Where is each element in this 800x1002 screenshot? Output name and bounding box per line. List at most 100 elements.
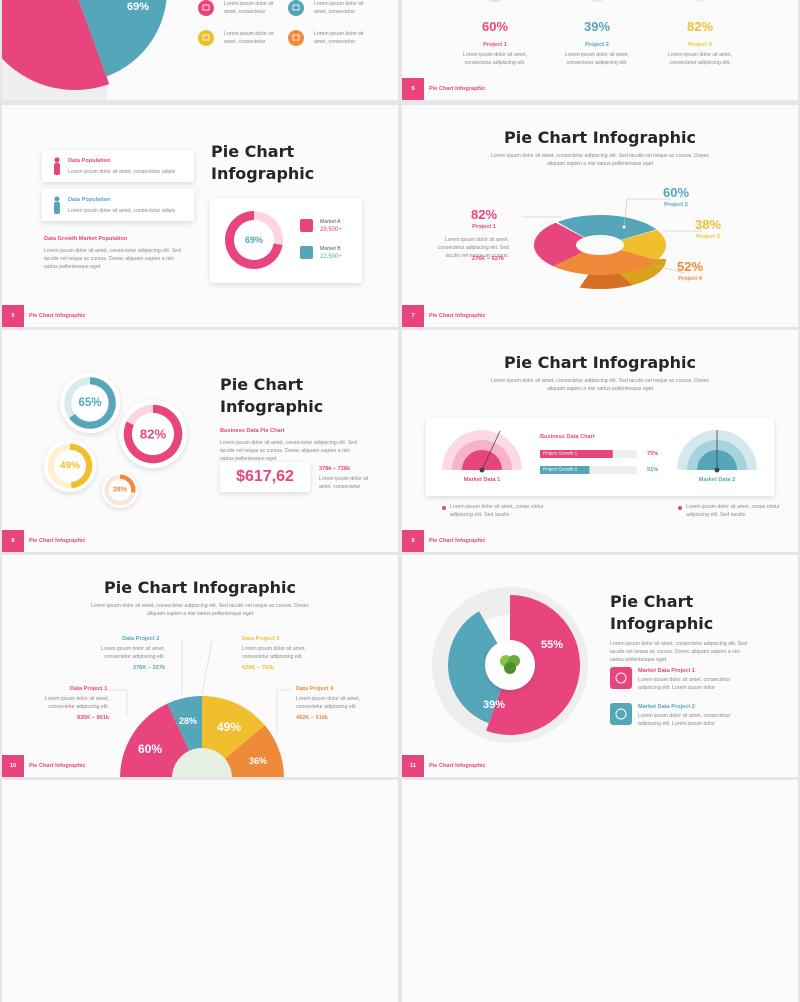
project-name: Project 2 xyxy=(585,42,609,48)
needle-hub xyxy=(714,467,720,473)
slide: Pie Chart Infographic Lorem ipsum dolor s… xyxy=(2,555,398,777)
subtitle: Data Growth Market Population xyxy=(44,236,128,242)
project-text: Lorem ipsum dolor sit amet, consectetur … xyxy=(564,52,629,66)
slide-number: 8 xyxy=(11,538,15,544)
note: Lorem ipsum dolor sit amet, conse ctetur… xyxy=(686,504,780,518)
icon xyxy=(300,246,313,259)
segment xyxy=(70,443,93,489)
percent: 60% xyxy=(662,185,690,200)
slide-number: 6 xyxy=(11,313,15,319)
project-name: Data Project 2 xyxy=(122,636,160,642)
percent: 82% xyxy=(470,207,498,222)
title: Pie Chart Infographic xyxy=(104,578,296,597)
dot xyxy=(678,506,682,510)
item-text: Lorem ipsum dolor sit amet, consectetur xyxy=(224,31,274,45)
item-text: Lorem ipsum dolor sit amet, consectetur … xyxy=(638,677,731,691)
page-badge xyxy=(402,755,424,777)
title: Pie Chart Infographic xyxy=(610,592,714,634)
project-text: Lorem ipsum dolor sit amet, consectetur … xyxy=(462,52,527,66)
page-badge xyxy=(2,530,24,552)
percent: 60% xyxy=(481,19,509,34)
project-text: Lorem ipsum dolor sit amet, consectetur … xyxy=(667,52,732,66)
segment xyxy=(534,222,584,267)
icon xyxy=(288,0,304,16)
paragraph: Lorem ipsum dolor sit amet, consectetur … xyxy=(44,248,181,270)
pie-label: 39% xyxy=(482,699,506,711)
person-body xyxy=(54,202,60,214)
range: 629K – 792k xyxy=(242,665,275,671)
icon xyxy=(610,703,632,725)
footer-text: Pie Chart Infographic xyxy=(429,313,486,319)
person-head xyxy=(54,157,60,163)
segment xyxy=(2,0,110,90)
pie-label: 60% xyxy=(137,742,163,756)
heading: Business Data Pie Chart xyxy=(220,428,285,434)
slide-graphics xyxy=(2,639,292,777)
slide-number: 10 xyxy=(9,763,17,769)
paragraph: Lorem ipsum dolor sit amet, consectetur … xyxy=(610,641,747,663)
slide xyxy=(402,780,798,1002)
title: Pie Chart Infographic xyxy=(220,375,324,417)
slide: Pie Chart Infographic Lorem ipsum dolor s… xyxy=(402,330,798,552)
percent: 39% xyxy=(583,19,611,34)
logo xyxy=(504,662,516,674)
icon-glyph xyxy=(202,34,210,41)
segment xyxy=(553,250,658,275)
icon xyxy=(288,30,304,46)
item-text: Lorem ipsum dolor sit amet, consectetur xyxy=(224,1,274,15)
pie-label: 55% xyxy=(540,639,564,651)
footer-text: Pie Chart Infographic xyxy=(429,86,486,92)
percent: 52% xyxy=(676,259,704,274)
dot xyxy=(622,225,626,229)
needle xyxy=(481,430,501,471)
slide-number: 11 xyxy=(410,763,416,769)
project-name: Project 1 xyxy=(483,42,507,48)
range: 276K – 327k xyxy=(132,665,165,671)
note: Lorem ipsum dolor sit amet, consectetur xyxy=(319,476,369,490)
title: Pie Chart Infographic xyxy=(211,142,315,184)
slide-graphics xyxy=(2,780,398,1002)
project-text: Lorem ipsum dolor sit amet, consectetur … xyxy=(44,696,109,710)
range: 378k – 728k xyxy=(319,466,351,472)
market-name: Market A xyxy=(320,219,341,225)
segment xyxy=(224,211,283,269)
market-name: Market B xyxy=(320,246,341,252)
slide-number: 5 xyxy=(411,86,415,92)
pie-label: 69% xyxy=(126,1,150,13)
segment xyxy=(620,230,666,260)
slide: 55% 39% Pie Chart Infographic Lorem ipsum d… xyxy=(402,555,798,777)
slide: 69% Lorem ipsum dolor sit amet, consectet… xyxy=(2,0,398,100)
dot xyxy=(442,506,446,510)
card-text: Lorem ipsum dolor sit amet, consectetur … xyxy=(68,208,176,214)
icon-glyph xyxy=(615,708,627,720)
pie-label: 28% xyxy=(178,716,198,726)
page-badge xyxy=(402,530,424,552)
slide-number: 9 xyxy=(411,538,415,544)
market-value: 29,500+ xyxy=(320,227,342,233)
footer-text: Pie Chart Infographic xyxy=(429,763,486,769)
footer-text: Pie Chart Infographic xyxy=(29,763,86,769)
bar-value: 75% xyxy=(647,451,659,457)
donut-label: 69% xyxy=(244,235,264,245)
person-head xyxy=(54,196,60,202)
range: 835K – 901k xyxy=(76,715,109,721)
project-name: Project 3 xyxy=(696,234,720,240)
range: 276K – 627k xyxy=(472,256,505,262)
leader xyxy=(97,639,292,735)
project-text: Lorem ipsum dolor sit amet, consectetur … xyxy=(100,646,165,660)
slide-graphics xyxy=(402,198,702,327)
needle-hub xyxy=(479,467,485,473)
circle-label: 28% xyxy=(113,486,127,494)
slide: 65% 82% 49% 28% Pie Chart Infographic Busines… xyxy=(2,330,398,552)
slide: Data Population Lorem ipsum dolor sit ame… xyxy=(2,105,398,327)
slide-graphics xyxy=(402,587,632,777)
circle xyxy=(693,0,707,2)
project-text: Lorem ipsum dolor sit amet, consectetur … xyxy=(296,696,361,710)
circle xyxy=(590,0,604,2)
slide: Pie Chart Infographic Lorem ipsum dolor s… xyxy=(402,105,798,327)
amount-box xyxy=(220,462,310,492)
segment xyxy=(462,450,502,470)
card-title: Data Population xyxy=(68,158,111,164)
market-name: Market Data 2 xyxy=(698,477,736,483)
item-name: Market Data Project 1 xyxy=(638,668,695,674)
